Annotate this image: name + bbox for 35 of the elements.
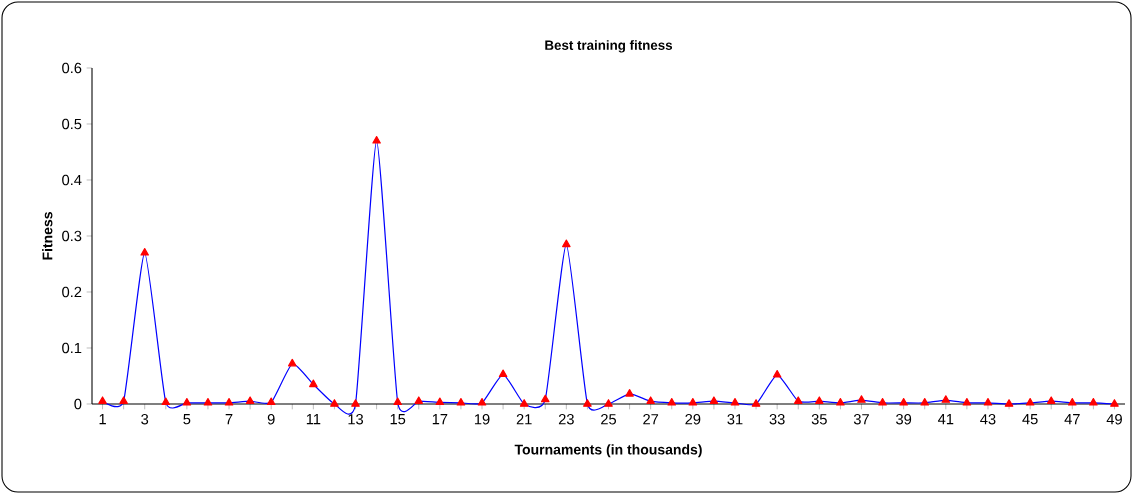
x-tick-label: 1 — [99, 414, 106, 425]
y-tick-label: 0.2 — [62, 286, 82, 298]
x-tick-label: 17 — [432, 414, 448, 425]
y-tick-label: 0.5 — [62, 118, 82, 130]
x-tick-label: 21 — [516, 414, 532, 425]
x-tick-label: 37 — [853, 414, 869, 425]
x-tick-label: 41 — [937, 414, 954, 425]
x-tick-label: 9 — [267, 414, 275, 425]
x-tick-label: 3 — [141, 414, 149, 425]
x-tick-label: 7 — [225, 414, 233, 425]
x-tick-label: 25 — [601, 414, 617, 425]
x-tick-label: 39 — [896, 414, 912, 425]
chart-title: Best training fitness — [545, 40, 673, 53]
x-tick-label: 35 — [811, 414, 827, 425]
x-tick-label: 11 — [306, 414, 321, 425]
y-tick-label: 0.1 — [62, 342, 82, 354]
y-tick-label: 0.3 — [62, 230, 82, 242]
x-tick-label: 23 — [558, 414, 574, 425]
x-tick-label: 29 — [685, 414, 701, 425]
x-tick-label: 19 — [474, 414, 490, 425]
x-tick-label: 43 — [980, 414, 996, 425]
x-tick-label: 33 — [769, 414, 785, 425]
y-tick-label: 0 — [74, 398, 82, 410]
x-tick-label: 47 — [1064, 414, 1080, 425]
x-axis-title: Tournaments (in thousands) — [514, 444, 702, 458]
x-tick-label: 49 — [1106, 414, 1122, 425]
y-tick-label: 0.4 — [62, 174, 82, 186]
x-tick-label: 15 — [390, 414, 406, 425]
y-tick-label: 0.6 — [62, 62, 82, 74]
x-tick-label: 5 — [183, 414, 191, 425]
y-axis-title: Fitness — [42, 212, 53, 260]
x-tick-label: 31 — [727, 414, 743, 425]
x-tick-label: 13 — [348, 414, 364, 425]
x-tick-label: 27 — [643, 414, 659, 425]
x-tick-label: 45 — [1022, 414, 1038, 425]
